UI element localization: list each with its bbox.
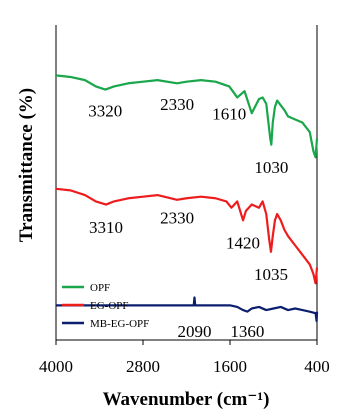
- x-tick-label: 4000: [39, 357, 73, 376]
- axes: 4000 2800 1600 400: [39, 25, 330, 376]
- y-axis-label: Transmittance (%): [16, 88, 37, 242]
- peak-annotations: 3320 2330 1610 1030 3310 2330 1420 1035 2090 1360: [88, 95, 288, 341]
- legend: OPF EG-OPF MB-EG-OPF: [62, 282, 149, 330]
- peak-label: 1035: [254, 265, 288, 284]
- series-line-eg-opf: [55, 187, 319, 285]
- peak-label: 2090: [177, 322, 211, 341]
- peak-label: 3320: [88, 101, 122, 120]
- legend-label: OPF: [90, 282, 110, 294]
- peak-label: 1030: [254, 158, 288, 177]
- peak-label: 1420: [226, 234, 260, 253]
- peak-label: 2330: [160, 208, 194, 227]
- legend-label: EG-OPF: [90, 300, 129, 312]
- x-tick-label: 1600: [213, 357, 247, 376]
- legend-label: MB-EG-OPF: [90, 318, 149, 330]
- series-line-mb-eg-opf: [56, 296, 319, 323]
- peak-label: 3310: [89, 218, 123, 237]
- x-tick-label: 400: [304, 357, 330, 376]
- series-line-opf: [55, 74, 319, 159]
- peak-label: 1360: [230, 322, 264, 341]
- series-layer: [55, 74, 319, 323]
- x-axis-label: Wavenumber (cm⁻¹): [103, 389, 270, 410]
- x-tick-label: 2800: [126, 357, 160, 376]
- peak-label: 2330: [160, 95, 194, 114]
- peak-label: 1610: [212, 105, 246, 124]
